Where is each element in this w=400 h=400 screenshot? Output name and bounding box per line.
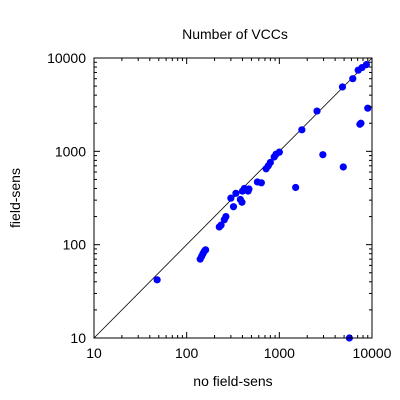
data-point <box>222 212 230 221</box>
data-point <box>238 198 246 206</box>
data-point <box>257 179 265 187</box>
data-point <box>364 104 372 112</box>
data-point <box>232 189 240 197</box>
x-tick-label: 100 <box>175 345 199 361</box>
data-point <box>357 119 365 127</box>
plot-area <box>93 57 373 342</box>
y-tick-label: 1000 <box>55 143 86 159</box>
data-points <box>153 60 372 342</box>
data-point <box>362 60 370 69</box>
x-axis-label: no field-sens <box>193 373 272 389</box>
y-tick-label: 100 <box>63 237 87 253</box>
data-point <box>298 126 306 134</box>
data-point <box>292 183 300 192</box>
data-point <box>229 203 238 211</box>
data-point <box>245 185 253 193</box>
data-point <box>349 75 357 83</box>
data-point <box>275 148 283 156</box>
plot-frame <box>93 57 373 339</box>
data-point <box>313 107 321 115</box>
data-point <box>227 194 235 202</box>
y-axis: 10 100 1000 10000 <box>47 50 372 346</box>
data-point <box>339 163 347 171</box>
data-point <box>266 158 274 167</box>
data-point <box>153 276 161 284</box>
x-tick-label: 10000 <box>353 345 392 361</box>
y-axis-label: field-sens <box>7 168 23 228</box>
data-point <box>319 151 327 159</box>
y-tick-label: 10000 <box>47 50 86 66</box>
x-tick-label: 10 <box>86 345 102 361</box>
y-tick-label: 10 <box>70 330 86 346</box>
data-point <box>338 83 347 91</box>
x-axis: 10 100 1000 10000 <box>86 58 392 361</box>
data-point <box>201 246 210 254</box>
x-tick-label: 1000 <box>264 345 295 361</box>
data-point <box>217 221 225 229</box>
chart-title: Number of VCCs <box>182 26 288 42</box>
